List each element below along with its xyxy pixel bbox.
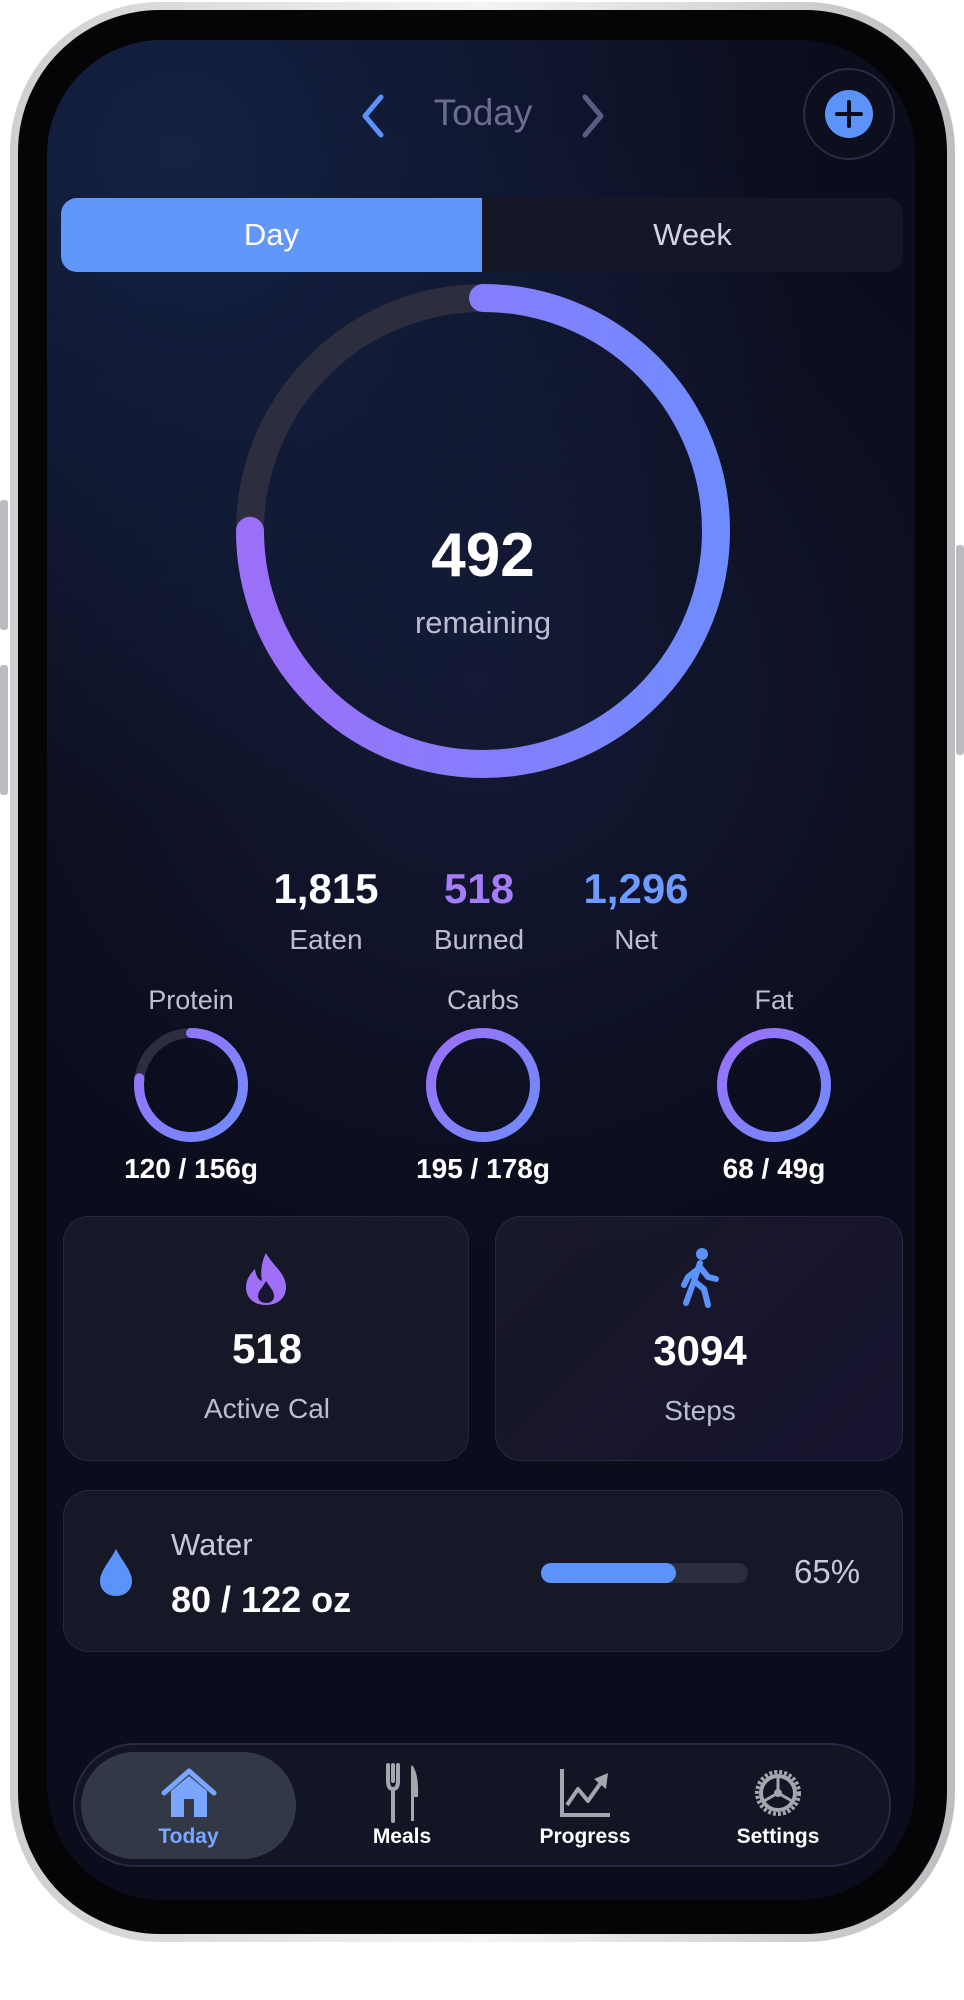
calorie-ring — [236, 284, 730, 778]
fork-knife-icon — [386, 1763, 419, 1823]
plus-icon — [825, 90, 873, 138]
stat-eaten-label: Eaten — [289, 924, 363, 955]
stat-net-value: 1,296 — [583, 865, 689, 912]
steps-label: Steps — [664, 1395, 736, 1426]
macro-fat-label: Fat — [754, 985, 794, 1015]
steps-value: 3094 — [653, 1327, 747, 1374]
macro-fat-ring — [717, 1028, 831, 1142]
home-icon — [161, 1768, 217, 1817]
water-card[interactable]: Water 80 / 122 oz 65% — [63, 1490, 903, 1652]
tab-progress[interactable]: Progress — [490, 1745, 680, 1865]
chevron-right-icon[interactable] — [579, 93, 609, 139]
macro-progress-arc — [717, 1028, 831, 1142]
tab-meals-label: Meals — [372, 1825, 432, 1848]
water-value: 80 / 122 oz — [171, 1579, 352, 1620]
tab-bar: Today Meals Progress Settings — [73, 1743, 891, 1867]
stat-burned-value: 518 — [443, 865, 515, 912]
stat-burned-label: Burned — [433, 924, 525, 955]
macro-carbs-ring — [426, 1028, 540, 1142]
active-cal-card[interactable]: 518 Active Cal — [63, 1216, 469, 1461]
macro-protein-value: 120 / 156g — [124, 1153, 258, 1184]
macro-carbs-label: Carbs — [446, 985, 520, 1015]
tab-today[interactable]: Today — [81, 1745, 296, 1865]
screen: Today Day Week 492 remaining 1,815 Eaten… — [47, 40, 915, 1900]
macro-fat-value: 68 / 49g — [722, 1153, 826, 1184]
flame-icon — [246, 1253, 286, 1305]
active-cal-label: Active Cal — [203, 1393, 331, 1424]
date-title: Today — [433, 92, 533, 133]
macro-carbs-value: 195 / 178g — [416, 1153, 550, 1184]
steps-card[interactable]: 3094 Steps — [495, 1216, 903, 1461]
water-progress-fill — [541, 1563, 676, 1583]
macro-protein-label: Protein — [148, 985, 234, 1015]
macro-progress-arc — [426, 1028, 540, 1142]
walking-icon — [681, 1248, 719, 1308]
gear-icon — [755, 1770, 801, 1816]
volume-button — [0, 665, 8, 795]
tab-settings-label: Settings — [736, 1825, 820, 1848]
remaining-value: 492 — [431, 521, 535, 590]
ring-progress — [236, 284, 730, 778]
day-week-toggle: Day Week — [61, 198, 903, 272]
remaining-label: remaining — [414, 605, 552, 640]
tab-meals[interactable]: Meals — [307, 1745, 497, 1865]
water-progress-bar — [541, 1563, 748, 1583]
water-label: Water — [171, 1527, 253, 1562]
water-drop-icon — [100, 1549, 132, 1596]
chevron-left-icon[interactable] — [357, 93, 387, 139]
macro-protein-ring — [134, 1028, 248, 1142]
tab-day[interactable]: Day — [61, 198, 482, 272]
stat-net-label: Net — [614, 924, 658, 955]
chart-icon — [560, 1769, 610, 1817]
power-button — [956, 545, 964, 755]
volume-button — [0, 500, 8, 630]
add-button[interactable] — [803, 68, 895, 160]
stat-eaten-value: 1,815 — [273, 865, 379, 912]
tab-week[interactable]: Week — [653, 217, 732, 252]
macro-progress-arc — [134, 1028, 248, 1142]
tab-progress-label: Progress — [539, 1825, 631, 1848]
water-percent: 65% — [794, 1553, 861, 1590]
active-cal-value: 518 — [231, 1325, 303, 1372]
tab-today-label: Today — [158, 1825, 219, 1848]
tab-settings[interactable]: Settings — [683, 1745, 873, 1865]
